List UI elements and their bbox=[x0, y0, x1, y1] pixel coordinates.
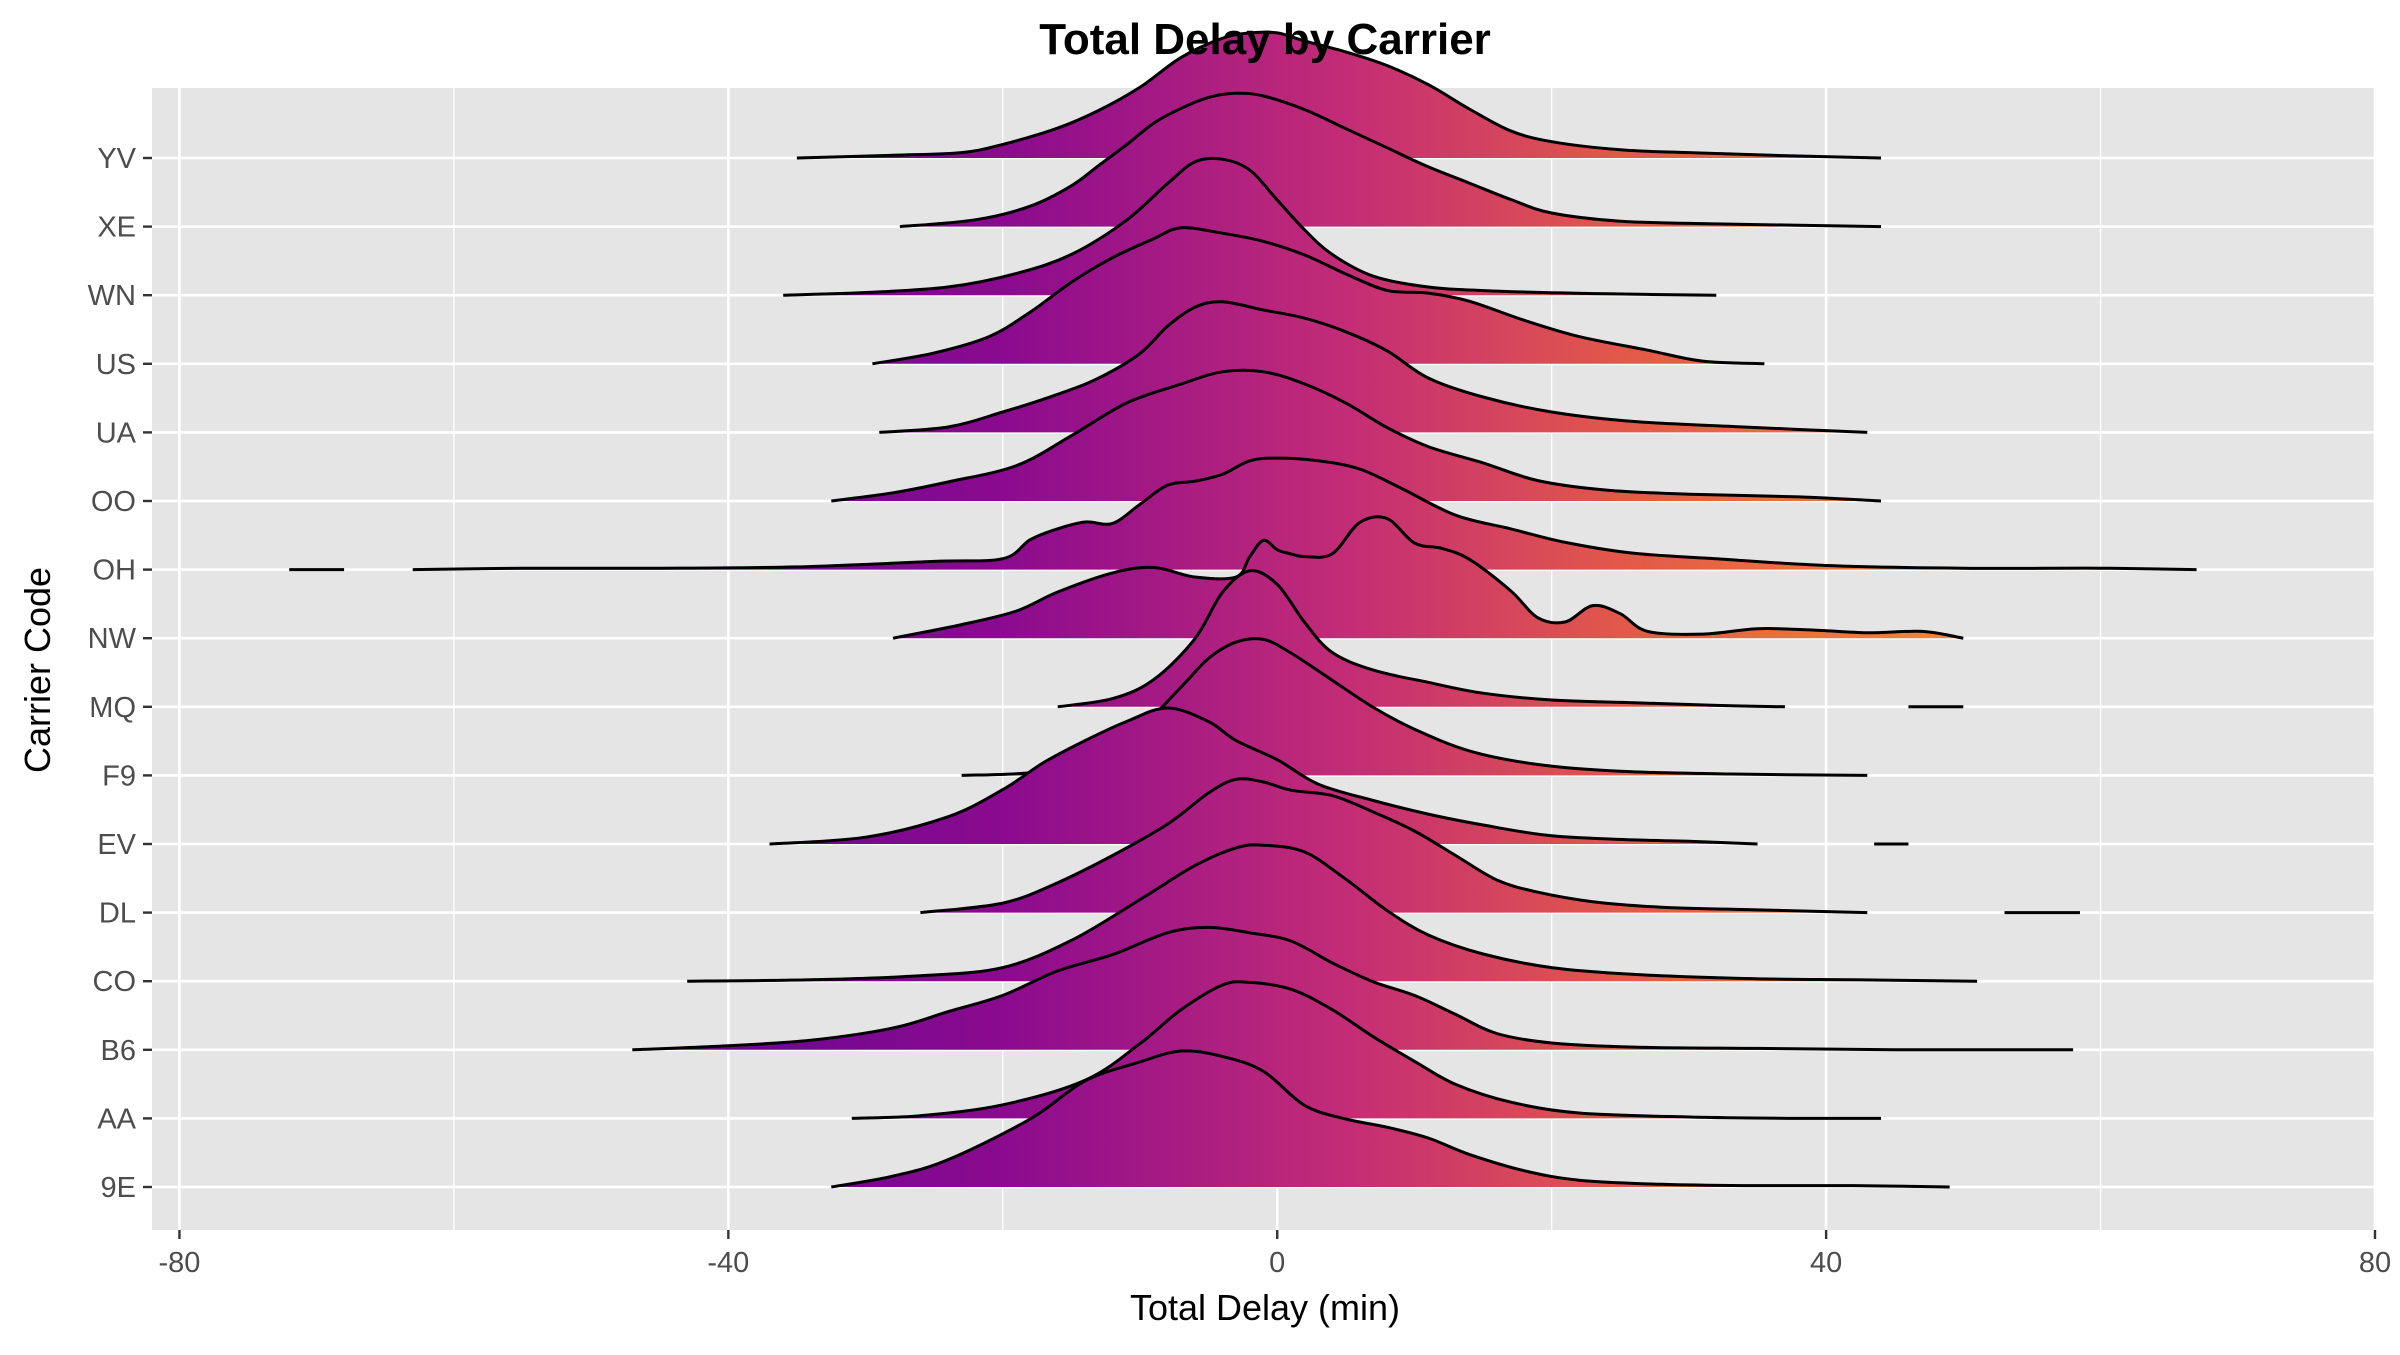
ridge-outline-UA bbox=[879, 300, 1868, 434]
y-tick-label: OH bbox=[93, 555, 137, 587]
ridge-outline-CO bbox=[687, 843, 1978, 983]
ridge-outline-OO bbox=[831, 368, 1882, 503]
ridge-EV bbox=[769, 706, 1909, 846]
ridge-UA bbox=[879, 300, 1868, 434]
chart-title: Total Delay by Carrier bbox=[1039, 15, 1491, 64]
ridge-area-EV bbox=[769, 708, 1758, 844]
ridge-area-CO bbox=[687, 844, 1978, 982]
x-axis: -80 -40 0 40 80 bbox=[158, 1230, 2391, 1279]
y-tick-label: MQ bbox=[89, 692, 136, 724]
ridge-9E bbox=[831, 1049, 1950, 1189]
ridge-area-WN bbox=[783, 158, 1717, 296]
ridge-area-OH bbox=[412, 458, 2197, 570]
ridge-DL bbox=[920, 777, 2080, 915]
y-tick-label: US bbox=[96, 349, 136, 381]
y-tick-label: B6 bbox=[101, 1035, 136, 1067]
ridge-outline-B6 bbox=[632, 925, 2074, 1052]
ridge-outline-9E bbox=[831, 1049, 1950, 1189]
y-tick-label: 9E bbox=[101, 1172, 136, 1204]
y-tick-label: EV bbox=[97, 829, 136, 861]
ridge-area-YV bbox=[796, 32, 1881, 158]
ridge-outline-XE bbox=[899, 91, 1882, 229]
y-tick-label: CO bbox=[93, 966, 137, 998]
ridge-area-9E bbox=[831, 1050, 1950, 1187]
x-axis-title: Total Delay (min) bbox=[1130, 1287, 1400, 1328]
ridge-outline-OH bbox=[412, 456, 2197, 572]
ridge-CO bbox=[687, 843, 1978, 983]
x-tick-label: 0 bbox=[1269, 1247, 1285, 1279]
y-axis: 9E AA B6 CO DL EV F9 MQ NW OH OO UA US WN XE YV bbox=[88, 143, 152, 1204]
ridges bbox=[289, 30, 2197, 1189]
ridge-B6 bbox=[632, 925, 2074, 1052]
y-tick-label: NW bbox=[88, 623, 137, 655]
ridge-area-B6 bbox=[632, 927, 2074, 1050]
x-tick-label: 40 bbox=[1810, 1247, 1842, 1279]
y-tick-label: XE bbox=[97, 212, 136, 244]
ridge-area-XE bbox=[899, 93, 1881, 227]
y-tick-label: AA bbox=[97, 1103, 136, 1135]
ridge-OH bbox=[289, 456, 2197, 572]
ridge-area-DL bbox=[920, 778, 1868, 913]
ridge-area-OO bbox=[831, 370, 1881, 501]
ridge-OO bbox=[831, 368, 1882, 503]
y-tick-label: WN bbox=[88, 280, 136, 312]
ridge-outline-AA bbox=[851, 980, 1881, 1120]
x-tick-label: 80 bbox=[2359, 1247, 2391, 1279]
ridge-outline-US bbox=[872, 226, 1765, 366]
ridge-NW bbox=[892, 515, 1964, 640]
y-tick-label: OO bbox=[91, 486, 136, 518]
ridge-outline-DL bbox=[920, 777, 1868, 915]
ridge-outline-NW bbox=[892, 515, 1964, 640]
ridge-area-UA bbox=[879, 301, 1868, 433]
ridge-YV bbox=[796, 30, 1882, 160]
x-tick-label: -80 bbox=[158, 1247, 200, 1279]
ridge-area-NW bbox=[893, 516, 1964, 639]
ridge-outline-MQ bbox=[1057, 569, 1785, 709]
y-tick-label: UA bbox=[96, 417, 137, 449]
y-tick-label: F9 bbox=[102, 760, 136, 792]
x-tick-label: -40 bbox=[707, 1247, 749, 1279]
ridge-outline-YV bbox=[796, 30, 1882, 160]
y-tick-label: YV bbox=[97, 143, 136, 175]
ridge-US bbox=[872, 226, 1765, 366]
ridge-XE bbox=[899, 91, 1882, 229]
y-tick-label: DL bbox=[99, 898, 136, 930]
ridge-WN bbox=[783, 156, 1717, 297]
y-axis-title: Carrier Code bbox=[17, 567, 58, 773]
ridge-area-US bbox=[872, 227, 1765, 364]
ridge-outline-EV bbox=[769, 706, 1758, 846]
ridge-outline-WN bbox=[783, 156, 1717, 297]
